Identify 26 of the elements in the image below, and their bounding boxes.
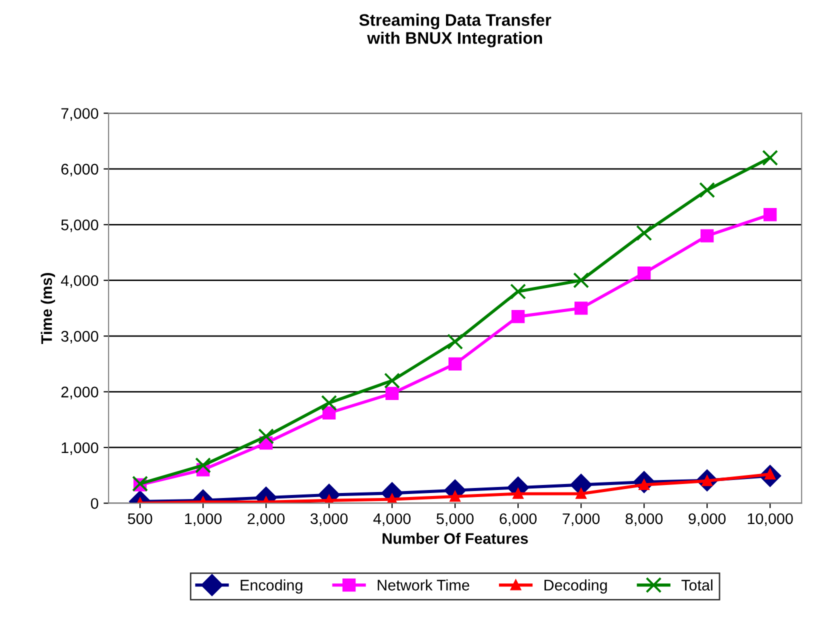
y-tick-label: 1,000: [62, 442, 98, 455]
y-axis-title: Time (ms): [40, 273, 56, 344]
x-tick-label: 9,000: [688, 513, 726, 526]
x-tick-label: 2,000: [248, 513, 285, 526]
x-tick-label: 8,000: [626, 513, 663, 526]
x-tick-label: 5,000: [436, 513, 474, 526]
y-tick-label: 4,000: [60, 275, 98, 288]
x-axis-title: Number Of Features: [382, 532, 528, 544]
y-tick-label: 7,000: [61, 108, 98, 121]
y-tick-label: 6,000: [61, 164, 98, 176]
x-tick-label: 6,000: [500, 513, 537, 526]
x-tick-label: 7,000: [562, 513, 600, 526]
x-tick-label: 500: [128, 513, 152, 524]
x-tick-label: 4,000: [373, 513, 411, 526]
chart-title: Streaming Data Transfer with BNUX Integration: [359, 14, 552, 48]
y-tick-label: 5,000: [61, 220, 98, 232]
y-tick-label: 2,000: [61, 386, 98, 400]
x-tick-label: 1,000: [185, 513, 222, 526]
x-tick-label: 3,000: [310, 513, 348, 526]
y-tick-label: 0: [90, 498, 98, 509]
x-tick-label: 10,000: [748, 513, 793, 526]
legend-label: Network Time: [378, 579, 470, 591]
legend-label: Total: [681, 579, 712, 591]
legend-label: Encoding: [240, 579, 302, 594]
y-tick-label: 3,000: [61, 330, 98, 344]
legend-label: Decoding: [544, 579, 607, 594]
